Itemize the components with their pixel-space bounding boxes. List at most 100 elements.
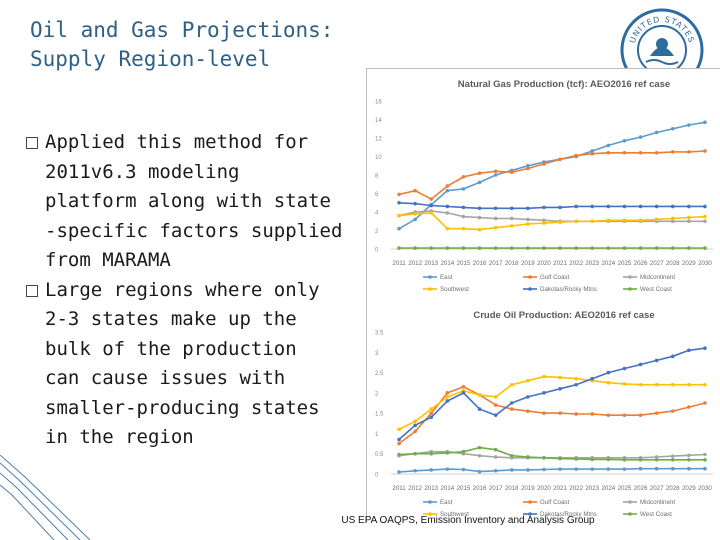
legend-label: Southwest [440, 511, 469, 518]
data-point [477, 180, 482, 185]
x-tick-label: 2015 [457, 485, 471, 492]
data-point [413, 429, 417, 434]
data-point [622, 413, 627, 417]
x-tick-label: 2030 [698, 260, 712, 267]
data-point [493, 413, 498, 417]
data-point [493, 455, 498, 459]
bullet-item: Applied this method for 2011v6.3 modelin… [26, 128, 361, 276]
data-point [687, 458, 691, 462]
x-tick-label: 2022 [569, 485, 583, 492]
y-tick-label: 4 [375, 211, 379, 217]
data-point [526, 395, 530, 399]
data-point [574, 467, 578, 471]
data-point [606, 143, 611, 148]
data-point [493, 246, 498, 250]
data-point [413, 246, 417, 250]
data-point [606, 457, 611, 462]
data-point [622, 458, 627, 462]
slide-title-line-1: Oil and Gas Projections: [30, 18, 334, 42]
data-point [606, 413, 611, 417]
data-point [477, 171, 482, 175]
y-tick-label: 14 [375, 118, 382, 124]
data-point [461, 187, 466, 191]
data-point [622, 382, 627, 386]
x-tick-label: 2019 [521, 260, 535, 267]
data-point [654, 358, 659, 363]
data-point [542, 218, 546, 223]
data-point [461, 449, 466, 454]
data-point [509, 382, 514, 387]
legend-marker [428, 512, 432, 516]
y-tick-label: 0 [375, 473, 379, 479]
data-point [429, 415, 434, 419]
data-point [638, 151, 643, 155]
data-point [445, 184, 450, 188]
series-line [398, 121, 706, 230]
data-point [654, 246, 659, 250]
series-line [398, 210, 705, 223]
data-point [445, 467, 450, 471]
data-point [542, 162, 546, 166]
data-point [622, 151, 627, 155]
data-point [574, 219, 578, 224]
data-point [558, 157, 562, 162]
data-point [574, 153, 578, 158]
data-point [590, 467, 595, 471]
legend-marker [628, 512, 632, 516]
data-point [638, 458, 643, 462]
data-point [397, 441, 401, 446]
data-point [429, 468, 434, 472]
data-point [590, 246, 595, 250]
legend-marker [528, 287, 532, 291]
y-tick-label: 0.5 [375, 452, 384, 458]
data-point [703, 149, 707, 153]
data-point [461, 467, 466, 472]
bullet-2-line-6: in the region [45, 426, 194, 448]
data-point [558, 375, 562, 380]
chart-title: Crude Oil Production: AEO2016 ref case [473, 310, 654, 321]
legend-marker [528, 512, 532, 516]
data-point [461, 175, 466, 179]
data-point [461, 391, 466, 395]
data-point [509, 401, 514, 405]
legend-label: Southwest [440, 286, 469, 293]
data-point [670, 150, 675, 154]
data-point [638, 382, 643, 387]
legend-label: Gulf Coast [540, 499, 570, 506]
x-tick-label: 2022 [569, 260, 583, 267]
data-point [413, 468, 417, 473]
bullet-box-icon [26, 137, 38, 149]
data-point [542, 391, 546, 395]
data-point [493, 395, 498, 399]
data-point [622, 246, 627, 250]
data-point [703, 120, 707, 125]
data-point [670, 466, 675, 471]
y-tick-label: 3.5 [375, 331, 384, 337]
data-point [574, 204, 578, 209]
data-point [526, 246, 530, 250]
data-point [558, 467, 562, 471]
data-point [477, 453, 482, 458]
data-point [445, 204, 450, 209]
data-point [654, 151, 659, 155]
data-point [413, 217, 417, 222]
y-tick-label: 1.5 [375, 412, 384, 418]
y-tick-label: 1 [375, 432, 379, 438]
data-point [687, 348, 691, 353]
data-point [509, 206, 514, 211]
data-point [703, 219, 707, 224]
data-point [542, 467, 546, 472]
data-point [445, 451, 450, 455]
data-point [526, 455, 530, 459]
x-tick-label: 2021 [553, 260, 567, 267]
data-point [606, 246, 611, 250]
chart-title: Natural Gas Production (tcf): AEO2016 re… [458, 79, 670, 90]
legend-marker [428, 275, 432, 279]
bullet-box-icon [26, 284, 38, 297]
data-point [703, 401, 707, 405]
data-point [654, 204, 659, 209]
data-point [703, 382, 707, 387]
data-point [461, 205, 466, 210]
data-point [397, 226, 401, 231]
x-tick-label: 2028 [666, 260, 680, 267]
